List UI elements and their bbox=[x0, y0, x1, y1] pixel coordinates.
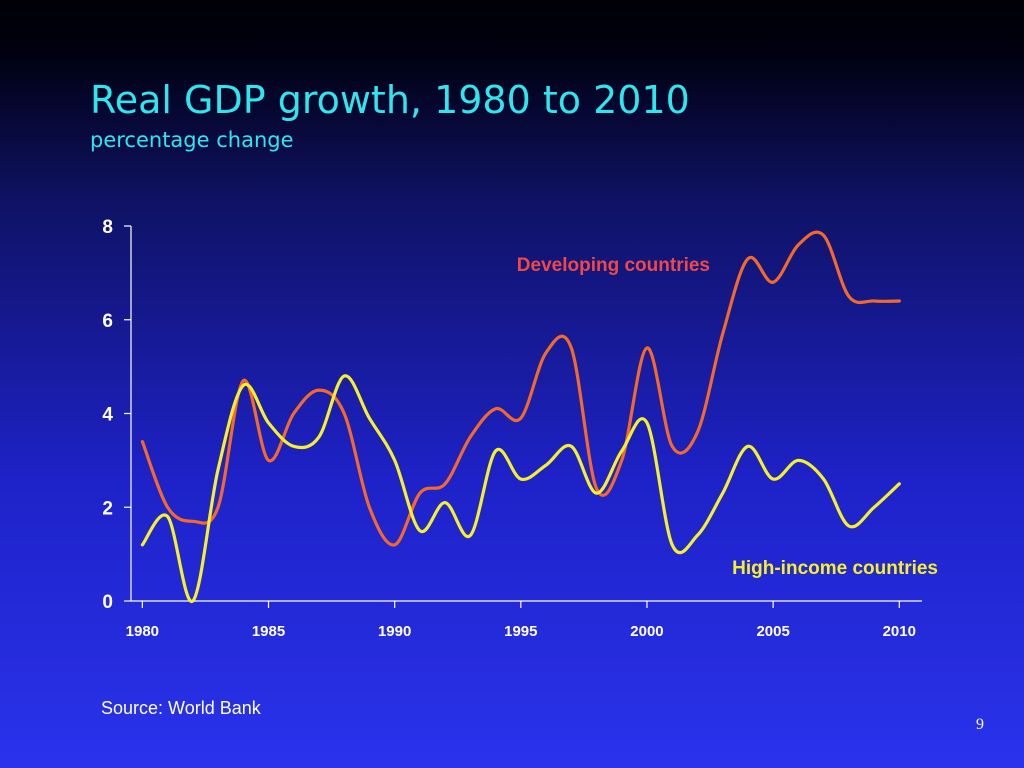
developing-countries-label: Developing countries bbox=[517, 255, 710, 276]
page-number: 9 bbox=[976, 716, 984, 733]
chart-lines bbox=[140, 230, 901, 603]
y-tick-label: 4 bbox=[102, 405, 113, 426]
slide-subtitle: percentage change bbox=[90, 128, 294, 152]
x-tick-label: 1995 bbox=[504, 623, 537, 640]
x-tick-label: 1985 bbox=[252, 623, 285, 640]
chart-labels: Developing countries High-income countrie… bbox=[517, 255, 938, 579]
x-tick-label: 2005 bbox=[756, 623, 789, 640]
x-tick-label: 1990 bbox=[378, 623, 411, 640]
y-tick-label: 2 bbox=[102, 498, 113, 519]
y-tick-label: 8 bbox=[102, 217, 113, 238]
x-tick-label: 1980 bbox=[126, 623, 159, 640]
high-income-countries-label: High-income countries bbox=[732, 558, 938, 579]
high-income-countries-line bbox=[140, 374, 901, 603]
chart-axes: 0 2 4 6 8 1980 1985 1990 1995 2000 2005 2010 bbox=[102, 217, 922, 640]
x-tick-label: 2010 bbox=[883, 623, 916, 640]
developing-countries-line bbox=[140, 230, 901, 547]
y-tick-label: 0 bbox=[102, 592, 113, 613]
y-tick-label: 6 bbox=[102, 311, 113, 332]
x-tick-label: 2000 bbox=[630, 623, 663, 640]
slide-title: Real GDP growth, 1980 to 2010 bbox=[90, 78, 690, 122]
source-note: Source: World Bank bbox=[101, 698, 261, 718]
